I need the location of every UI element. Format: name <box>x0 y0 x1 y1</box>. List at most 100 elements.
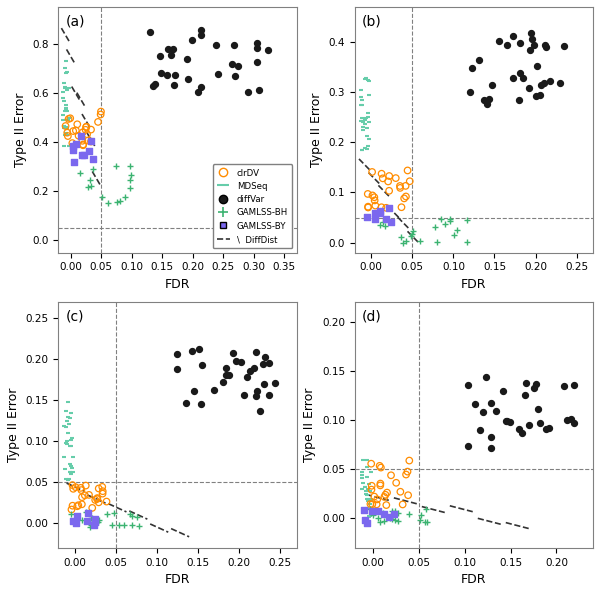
Point <box>62 56 71 66</box>
Point <box>365 512 375 521</box>
Point <box>78 141 88 150</box>
Point <box>378 218 388 227</box>
Point <box>67 435 76 445</box>
Point <box>251 347 260 357</box>
Point <box>77 136 87 145</box>
Point <box>59 422 69 431</box>
Point <box>86 181 96 191</box>
Point <box>367 485 376 495</box>
Point <box>67 463 77 473</box>
Point <box>62 123 71 132</box>
Point <box>120 192 130 202</box>
Point <box>376 479 385 488</box>
Point <box>64 114 73 124</box>
Point <box>505 417 514 427</box>
Point <box>81 122 91 132</box>
Point <box>62 130 72 140</box>
Point <box>358 467 367 477</box>
Point <box>559 381 569 391</box>
Point <box>214 69 223 79</box>
Point <box>515 68 525 78</box>
Point <box>196 399 205 409</box>
Point <box>363 141 373 151</box>
Point <box>545 76 555 85</box>
Point <box>404 456 414 466</box>
Point <box>254 85 264 94</box>
Point <box>265 359 274 368</box>
Point <box>529 383 539 393</box>
Point <box>416 236 425 246</box>
Point <box>74 131 83 141</box>
Text: (d): (d) <box>362 310 382 323</box>
Point <box>88 503 97 512</box>
Point <box>86 136 96 145</box>
Point <box>155 52 165 61</box>
Point <box>498 386 508 396</box>
Point <box>485 94 494 103</box>
Point <box>401 470 411 479</box>
Point <box>196 30 206 40</box>
X-axis label: FDR: FDR <box>164 573 190 586</box>
Point <box>386 218 395 227</box>
Point <box>76 483 85 493</box>
Point <box>362 494 372 503</box>
Point <box>386 470 396 480</box>
Point <box>230 71 239 81</box>
Point <box>357 145 367 155</box>
Point <box>364 512 374 521</box>
Point <box>62 67 71 76</box>
Point <box>91 495 100 505</box>
Y-axis label: Type II Error: Type II Error <box>7 388 20 462</box>
Point <box>92 493 102 503</box>
Point <box>364 484 373 493</box>
Point <box>68 517 77 526</box>
Point <box>76 132 86 141</box>
Point <box>502 41 511 50</box>
Point <box>102 509 112 518</box>
Point <box>134 521 144 531</box>
Point <box>487 80 497 90</box>
Point <box>379 517 389 526</box>
Point <box>474 55 484 65</box>
Point <box>463 441 473 451</box>
Point <box>407 229 416 239</box>
Point <box>362 144 372 154</box>
Point <box>401 192 411 201</box>
X-axis label: FDR: FDR <box>461 573 487 586</box>
Point <box>94 484 104 493</box>
Point <box>364 511 374 521</box>
Point <box>365 505 374 514</box>
Point <box>482 99 491 109</box>
Point <box>65 419 74 429</box>
Point <box>239 390 248 400</box>
Point <box>66 470 76 479</box>
Point <box>68 138 77 148</box>
Point <box>470 400 479 409</box>
Point <box>68 501 77 511</box>
Point <box>252 57 262 66</box>
Point <box>71 483 80 492</box>
Point <box>384 203 394 213</box>
Point <box>102 497 112 506</box>
Point <box>387 506 397 516</box>
Point <box>362 473 372 482</box>
Point <box>145 27 155 37</box>
Point <box>58 94 68 103</box>
Point <box>61 121 70 130</box>
Point <box>80 490 89 500</box>
Point <box>172 349 182 358</box>
Point <box>357 145 367 154</box>
Point <box>258 359 268 368</box>
Point <box>59 141 68 151</box>
Point <box>363 496 373 505</box>
Point <box>111 161 121 171</box>
Point <box>89 520 99 530</box>
Point <box>532 91 541 101</box>
Point <box>361 513 371 522</box>
Point <box>84 490 94 500</box>
Point <box>382 500 391 510</box>
Point <box>358 123 368 132</box>
Point <box>366 467 376 477</box>
Point <box>364 134 374 144</box>
Point <box>125 509 134 518</box>
